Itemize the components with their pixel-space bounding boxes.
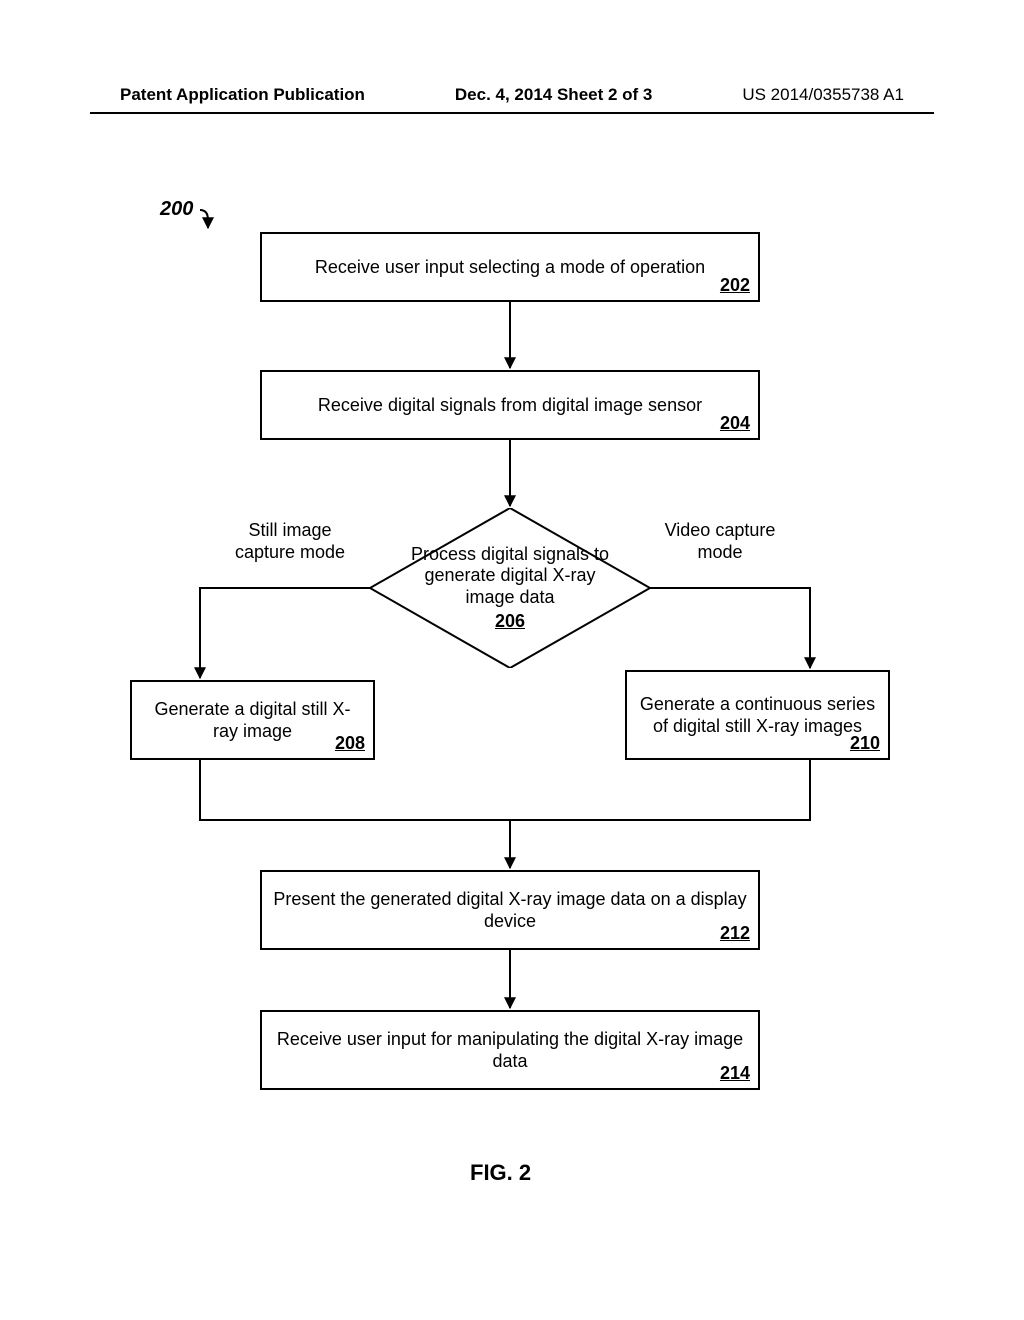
node-text: Receive digital signals from digital ima… (318, 394, 702, 417)
node-ref: 210 (850, 732, 880, 755)
flow-node-212: Present the generated digital X-ray imag… (260, 870, 760, 950)
header-left: Patent Application Publication (120, 85, 365, 105)
flow-node-210: Generate a continuous series of digital … (625, 670, 890, 760)
flow-node-208: Generate a digital still X-ray image 208 (130, 680, 375, 760)
node-ref: 202 (720, 274, 750, 297)
decision-text-wrap: Process digital signals to generate digi… (405, 544, 615, 632)
flow-node-204: Receive digital signals from digital ima… (260, 370, 760, 440)
page-header: Patent Application Publication Dec. 4, 2… (0, 85, 1024, 105)
node-text: Generate a digital still X-ray image (142, 698, 363, 743)
node-text: Present the generated digital X-ray imag… (272, 888, 748, 933)
node-ref: 208 (335, 732, 365, 755)
node-text: Process digital signals to generate digi… (405, 544, 615, 609)
flow-node-202: Receive user input selecting a mode of o… (260, 232, 760, 302)
flow-reference-number: 200 (160, 198, 193, 221)
node-ref: 214 (720, 1062, 750, 1085)
node-ref: 212 (720, 922, 750, 945)
page: Patent Application Publication Dec. 4, 2… (0, 0, 1024, 1320)
branch-label-right: Video capture mode (650, 520, 790, 563)
flow-node-214: Receive user input for manipulating the … (260, 1010, 760, 1090)
node-text: Generate a continuous series of digital … (637, 693, 878, 738)
header-rule (90, 112, 934, 114)
flow-decision-206: Process digital signals to generate digi… (370, 508, 650, 668)
header-mid: Dec. 4, 2014 Sheet 2 of 3 (455, 85, 653, 105)
node-ref: 204 (720, 412, 750, 435)
node-text: Receive user input selecting a mode of o… (315, 256, 705, 279)
node-text: Receive user input for manipulating the … (272, 1028, 748, 1073)
figure-label: FIG. 2 (470, 1160, 531, 1186)
branch-label-left: Still image capture mode (225, 520, 355, 563)
header-right: US 2014/0355738 A1 (742, 85, 904, 105)
flow-ref-text: 200 (160, 198, 193, 220)
node-ref: 206 (405, 611, 615, 633)
